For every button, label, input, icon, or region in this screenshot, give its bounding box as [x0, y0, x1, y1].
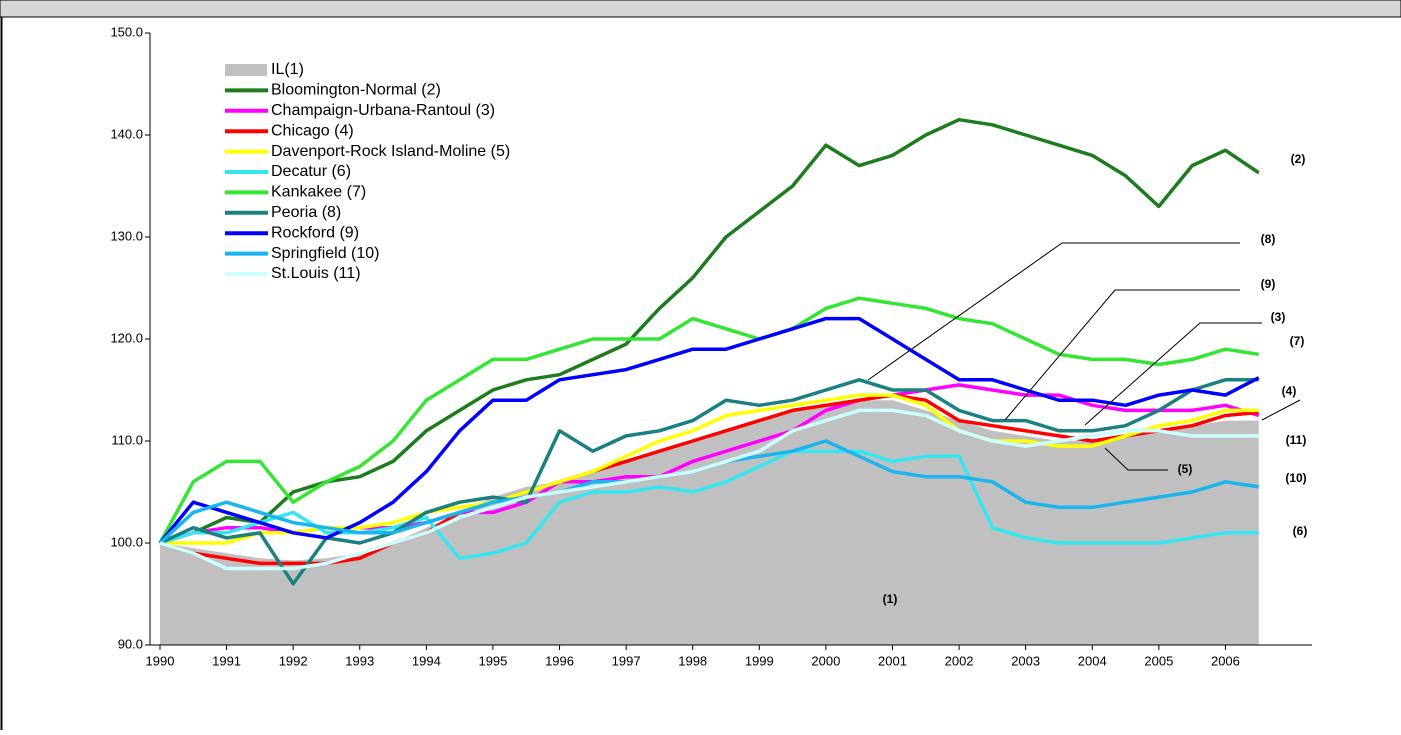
annotation-pointer [1104, 447, 1168, 471]
y-tick-label: 120.0 [110, 330, 143, 345]
y-tick-label: 100.0 [110, 534, 143, 549]
x-tick-label: 2002 [945, 653, 974, 668]
annotation: (3) [1271, 310, 1286, 324]
line [159, 449, 1259, 561]
x-tick-label: 2005 [1144, 653, 1173, 668]
annotation-pointer [1084, 322, 1262, 426]
x-tick-label: 2006 [1211, 653, 1240, 668]
annotation: (11) [1286, 433, 1307, 447]
x-tick-label: 1993 [345, 653, 374, 668]
top-bar [0, 0, 1401, 18]
annotation: (8) [1261, 232, 1276, 246]
annotation-pointer [867, 242, 1240, 381]
legend-label: Springfield (10) [271, 245, 380, 262]
x-tick-label: 1999 [745, 653, 774, 668]
annotation: (6) [1293, 524, 1308, 538]
annotation: (2) [1291, 152, 1306, 166]
x-tick-label: 1991 [212, 653, 241, 668]
x-tick-label: 1997 [612, 653, 641, 668]
annotation-pointer [1004, 289, 1240, 421]
x-tick-label: 1992 [279, 653, 308, 668]
line [159, 378, 1259, 586]
y-tick-label: 140.0 [110, 126, 143, 141]
line [159, 117, 1260, 545]
legend-label: Chicago (4) [271, 122, 354, 139]
line [159, 393, 1259, 545]
line [159, 408, 1259, 571]
legend-label: IL(1) [271, 61, 304, 78]
x-tick-label: 1994 [412, 653, 441, 668]
annotation: (10) [1285, 471, 1306, 485]
legend-label: Davenport-Rock Island-Moline (5) [271, 143, 510, 160]
y-tick-label: 110.0 [111, 432, 143, 447]
line [158, 296, 1259, 544]
x-tick-label: 2001 [878, 653, 907, 668]
y-tick-label: 150.0 [110, 24, 143, 39]
annotation: (7) [1290, 334, 1305, 348]
legend-label: Kankakee (7) [271, 184, 366, 201]
y-tick-label: 90.0 [118, 636, 143, 651]
annotation: (4) [1282, 384, 1297, 398]
annotation: (1) [883, 592, 898, 606]
annotation-pointer [1261, 399, 1301, 421]
annotation: (9) [1261, 277, 1276, 291]
x-tick-label: 1990 [146, 653, 175, 668]
x-tick-label: 2003 [1011, 653, 1040, 668]
x-tick-label: 1995 [478, 653, 507, 668]
legend-label: Decatur (6) [271, 163, 351, 180]
x-tick-label: 2004 [1078, 653, 1107, 668]
legend-label: Champaign-Urbana-Rantoul (3) [271, 102, 495, 119]
y-tick-label: 130.0 [110, 228, 143, 243]
legend-swatch [225, 64, 267, 76]
legend-label: Bloomington-Normal (2) [271, 82, 441, 99]
legend-label: St.Louis (11) [271, 265, 361, 282]
x-tick-label: 1998 [678, 653, 707, 668]
legend-label: Peoria (8) [271, 204, 341, 221]
area [159, 400, 1259, 645]
x-tick-label: 1996 [545, 653, 574, 668]
annotation: (5) [1178, 462, 1193, 476]
x-tick-label: 2000 [811, 653, 840, 668]
legend-label: Rockford (9) [271, 224, 359, 241]
